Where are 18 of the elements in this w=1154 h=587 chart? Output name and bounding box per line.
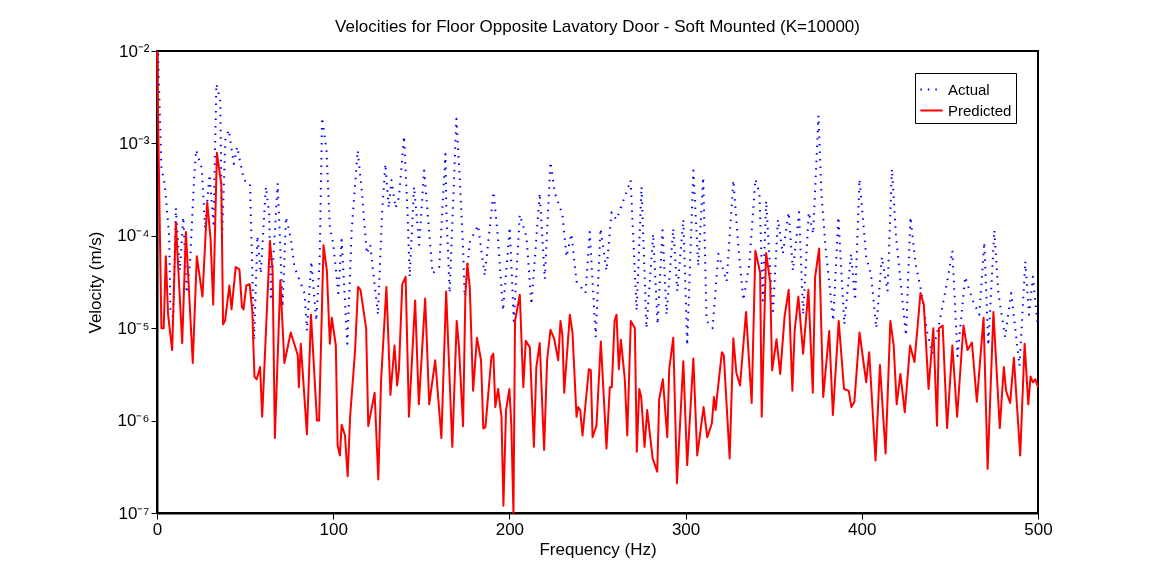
legend-label: Actual	[948, 80, 990, 98]
y-tick-label: 10⁻⁷	[118, 503, 150, 523]
x-tick-label: 200	[495, 519, 525, 539]
line-series	[157, 52, 1039, 367]
y-tick-label: 10⁻⁵	[117, 318, 150, 338]
x-tick-label: 300	[671, 519, 701, 539]
x-tick-label: 100	[319, 519, 348, 539]
y-tick-label: 10⁻⁴	[117, 226, 150, 246]
chart-title: Velocities for Floor Opposite Lavatory Door - Soft Mounted (K=10000)	[335, 17, 860, 36]
x-axis-title: Frequency (Hz)	[539, 539, 657, 559]
y-tick-label: 10⁻²	[118, 41, 150, 61]
x-tick-label: 0	[152, 519, 163, 539]
y-tick-label: 10⁻³	[118, 133, 150, 153]
y-axis-title: Velocity (m/s)	[86, 231, 106, 334]
x-tick-label: 400	[848, 519, 877, 539]
legend-label: Predicted	[948, 101, 1012, 119]
y-tick-label: 10⁻⁶	[117, 411, 150, 431]
x-tick-label: 500	[1024, 519, 1053, 539]
